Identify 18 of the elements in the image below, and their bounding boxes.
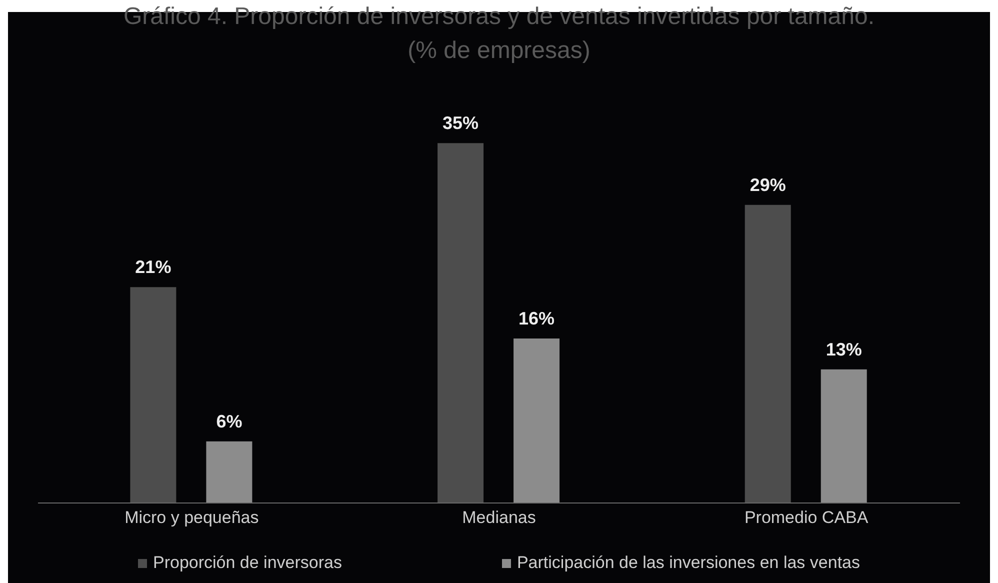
data-label: 29% [750,174,786,195]
bar [206,441,252,503]
data-label: 21% [135,257,172,278]
legend-label: Participación de las inversiones en las ventas [516,553,860,573]
data-label: 6% [216,411,242,432]
x-tick-label: Promedio CABA [744,508,869,528]
bar [130,287,176,503]
x-tick-label: Micro y pequeñas [124,508,259,528]
bar [744,204,791,503]
legend-label: Proporción de inversoras [152,553,342,573]
bar [820,369,867,503]
bar [514,338,560,503]
bar [438,143,484,503]
chart-subtitle: (% de empresas) [406,36,592,66]
data-label: 16% [518,308,555,329]
x-tick-label: Medianas [462,508,536,528]
data-label: 35% [442,113,479,134]
data-label: 13% [826,339,862,360]
